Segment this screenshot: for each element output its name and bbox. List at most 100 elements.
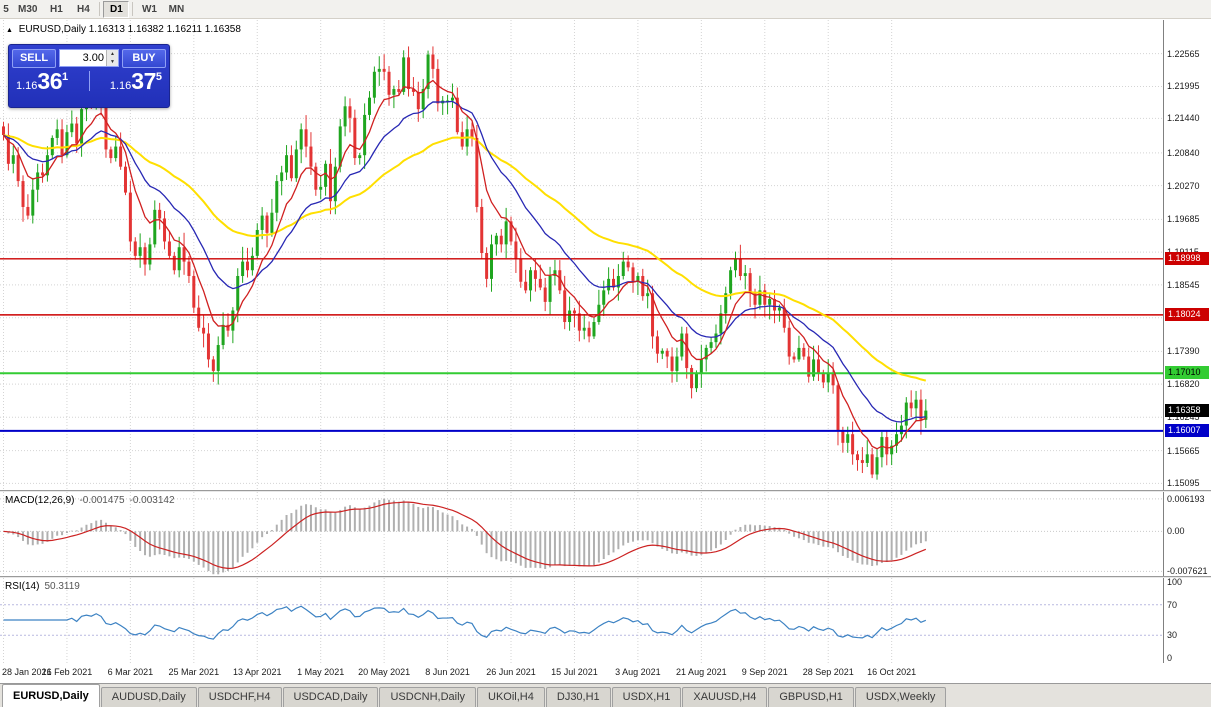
- chart-ohlc-values: 1.16313 1.16382 1.16211 1.16358: [88, 24, 241, 35]
- one-click-panel-toggle-icon[interactable]: ▲: [6, 27, 13, 34]
- axis-tick: 1.20840: [1167, 147, 1200, 158]
- date-label: 15 Jul 2021: [551, 667, 598, 677]
- macd-signal-value: -0.003142: [129, 495, 175, 506]
- spinner-up-icon[interactable]: ▲: [106, 50, 118, 58]
- tab-dj30-h1[interactable]: DJ30,H1: [545, 687, 611, 707]
- chart-title: ▲ EURUSD,Daily 1.16313 1.16382 1.16211 1…: [6, 24, 241, 35]
- price-badge: 1.16007: [1165, 423, 1209, 437]
- rsi-chart[interactable]: [0, 578, 1163, 663]
- axis-tick: 1.21440: [1167, 113, 1200, 124]
- date-label: 28 Jan 2021: [2, 667, 52, 677]
- date-label: 16 Feb 2021: [41, 667, 93, 677]
- toolbar-separator: [132, 2, 134, 16]
- axis-tick: -0.007621: [1167, 566, 1208, 576]
- axis-tick: 1.19685: [1167, 214, 1200, 225]
- rsi-pane: 100 70 30 0 RSI(14) 50.3119: [0, 578, 1211, 663]
- rsi-label: RSI(14) 50.3119: [5, 581, 80, 592]
- tab-usdx-weekly[interactable]: USDX,Weekly: [854, 687, 947, 707]
- axis-tick: 1.21995: [1167, 81, 1200, 92]
- rsi-axis[interactable]: 100 70 30 0: [1163, 578, 1211, 663]
- candlestick-chart[interactable]: [0, 20, 1163, 490]
- sell-button[interactable]: SELL: [12, 48, 56, 68]
- axis-tick: 100: [1167, 578, 1183, 587]
- timeframe-w1[interactable]: W1: [136, 1, 162, 18]
- price-badge: 1.17010: [1165, 366, 1209, 380]
- macd-chart[interactable]: [0, 492, 1163, 576]
- macd-name: MACD(12,26,9): [5, 495, 75, 506]
- one-click-trading-panel: SELL 3.00 ▲ ▼ BUY 1.16361 1.16375: [8, 44, 170, 108]
- date-label: 9 Sep 2021: [741, 667, 788, 677]
- volume-spinner: ▲ ▼: [106, 50, 118, 66]
- timeframe-m5[interactable]: 5: [0, 1, 12, 18]
- buy-button[interactable]: BUY: [122, 48, 166, 68]
- axis-tick: 1.16820: [1167, 379, 1200, 390]
- price-badge: 1.18024: [1165, 307, 1209, 321]
- price-divider: [89, 71, 90, 91]
- axis-tick: 1.16245: [1167, 412, 1200, 423]
- date-label: 3 Aug 2021: [615, 667, 661, 677]
- axis-tick: 0.006193: [1167, 493, 1205, 504]
- chart-symbol-label: EURUSD,Daily: [18, 24, 86, 35]
- timeframe-d1[interactable]: D1: [103, 0, 130, 18]
- tab-usdcnh-daily[interactable]: USDCNH,Daily: [379, 687, 477, 707]
- chart-region: 1.22565 1.21995 1.21440 1.20840 1.20270 1.196…: [0, 20, 1211, 683]
- tab-ukoil-h4[interactable]: UKOil,H4: [477, 687, 545, 707]
- sell-price-big: 36: [37, 68, 63, 94]
- axis-tick: 1.22565: [1167, 48, 1200, 59]
- tab-usdchf-h4[interactable]: USDCHF,H4: [197, 687, 282, 707]
- macd-label: MACD(12,26,9) -0.001475 -0.003142: [5, 495, 175, 506]
- sell-price-sup: 1: [62, 71, 69, 83]
- tab-xauusd-h4[interactable]: XAUUSD,H4: [682, 687, 768, 707]
- sell-price[interactable]: 1.16361: [16, 70, 68, 94]
- axis-tick: 30: [1167, 630, 1178, 641]
- spinner-down-icon[interactable]: ▼: [106, 58, 118, 66]
- axis-tick: 1.17390: [1167, 346, 1200, 357]
- date-label: 16 Oct 2021: [867, 667, 917, 677]
- buy-price[interactable]: 1.16375: [110, 70, 162, 94]
- axis-tick: 1.20270: [1167, 180, 1200, 191]
- rsi-name: RSI(14): [5, 581, 40, 592]
- buy-price-prefix: 1.16: [109, 80, 132, 92]
- time-axis[interactable]: 28 Jan 2021 16 Feb 2021 6 Mar 2021 25 Mar 2…: [0, 663, 1211, 683]
- pane-splitter[interactable]: [0, 576, 1211, 578]
- date-label: 28 Sep 2021: [802, 667, 854, 677]
- price-chart-pane: 1.22565 1.21995 1.21440 1.20840 1.20270 1.196…: [0, 20, 1211, 490]
- volume-input[interactable]: 3.00 ▲ ▼: [59, 49, 119, 67]
- toolbar-separator: [99, 2, 101, 16]
- macd-pane: 0.006193 0.00 -0.007621 MACD(12,26,9) -0.00…: [0, 492, 1211, 576]
- tab-eurusd-daily[interactable]: EURUSD,Daily: [2, 684, 100, 707]
- axis-tick: 1.15095: [1167, 478, 1200, 489]
- macd-axis[interactable]: 0.006193 0.00 -0.007621: [1163, 492, 1211, 576]
- pane-splitter[interactable]: [0, 490, 1211, 492]
- tab-usdx-h1[interactable]: USDX,H1: [611, 687, 682, 707]
- timeframe-h1[interactable]: H1: [43, 1, 69, 18]
- tab-audusd-daily[interactable]: AUDUSD,Daily: [100, 687, 197, 707]
- date-label: 20 May 2021: [358, 667, 411, 677]
- chart-tabs-bar: EURUSD,Daily AUDUSD,Daily USDCHF,H4 USDC…: [0, 683, 1211, 707]
- price-badge: 1.18998: [1165, 251, 1209, 265]
- price-badge: 1.16358: [1165, 403, 1209, 417]
- date-label: 8 Jun 2021: [425, 667, 470, 677]
- tab-gbpusd-h1[interactable]: GBPUSD,H1: [768, 687, 854, 707]
- sell-price-prefix: 1.16: [16, 80, 38, 92]
- buy-price-big: 37: [131, 68, 156, 94]
- trade-controls-row: SELL 3.00 ▲ ▼ BUY: [9, 45, 169, 68]
- date-label: 21 Aug 2021: [676, 667, 727, 677]
- axis-tick: 1.18545: [1167, 279, 1200, 290]
- tab-usdcad-daily[interactable]: USDCAD,Daily: [282, 687, 379, 707]
- date-label: 26 Jun 2021: [486, 667, 536, 677]
- axis-tick: 0.00: [1167, 526, 1185, 537]
- date-label: 25 Mar 2021: [168, 667, 220, 677]
- timeframe-h4[interactable]: H4: [70, 1, 96, 18]
- volume-value[interactable]: 3.00: [82, 52, 104, 64]
- axis-tick: 70: [1167, 599, 1178, 610]
- date-label: 6 Mar 2021: [107, 667, 154, 677]
- timeframe-m30[interactable]: M30: [13, 1, 42, 18]
- timeframe-mn[interactable]: MN: [163, 1, 189, 18]
- date-label: 1 May 2021: [297, 667, 345, 677]
- price-axis[interactable]: 1.22565 1.21995 1.21440 1.20840 1.20270 1.196…: [1163, 20, 1211, 490]
- timeframe-toolbar: 5 M30 H1 H4 D1 W1 MN: [0, 0, 1211, 19]
- rsi-value: 50.3119: [44, 581, 80, 592]
- macd-value: -0.001475: [79, 495, 125, 506]
